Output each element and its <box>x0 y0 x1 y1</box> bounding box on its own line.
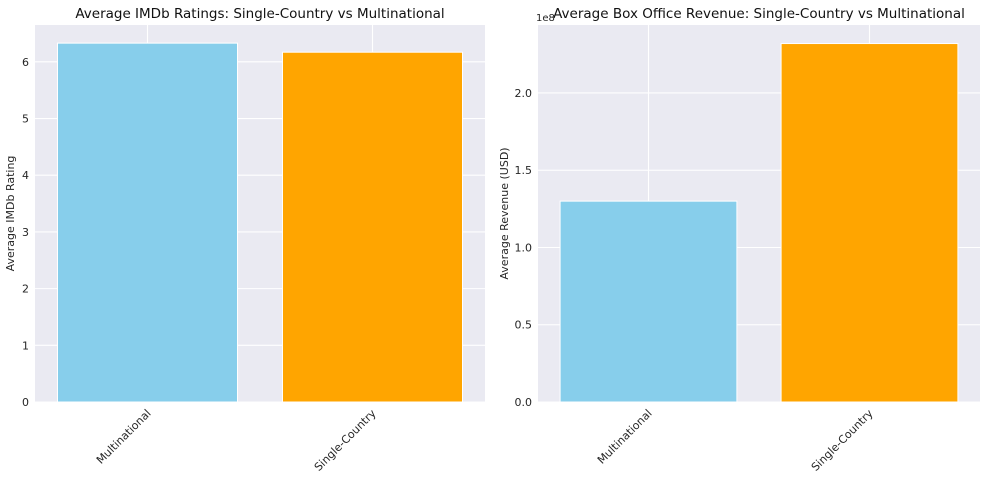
revenue-bar-multinational <box>559 200 738 403</box>
revenue-xtick-label: Single-Country <box>809 407 876 474</box>
revenue-ytick-label: 1.5 <box>515 164 533 177</box>
revenue-ytick-label: 0.0 <box>515 396 533 409</box>
revenue-ytick-label: 2.0 <box>515 87 533 100</box>
revenue-bar-single-country <box>780 43 959 403</box>
imdb-y-axis-title: Average IMDb Rating <box>4 156 17 272</box>
revenue-ytick-label: 0.5 <box>515 319 533 332</box>
imdb-ytick-label: 5 <box>22 113 29 126</box>
revenue-xtick-label: Multinational <box>595 407 655 467</box>
imdb-xtick-label: Single-Country <box>312 407 379 474</box>
imdb-bar-multinational <box>57 42 238 403</box>
imdb-bar-single-country <box>282 51 463 403</box>
imdb-chart-title: Average IMDb Ratings: Single-Country vs … <box>75 6 444 22</box>
revenue-axis-offset-label: 1e8 <box>536 13 555 24</box>
imdb-ytick-label: 4 <box>22 169 29 182</box>
revenue-ytick-label: 1.0 <box>515 241 533 254</box>
imdb-ytick-label: 1 <box>22 339 29 352</box>
imdb-ytick-label: 0 <box>22 396 29 409</box>
imdb-xtick-label: Multinational <box>94 407 154 467</box>
revenue-y-axis-title: Average Revenue (USD) <box>498 147 511 279</box>
revenue-chart-title: Average Box Office Revenue: Single-Count… <box>553 6 965 22</box>
imdb-ytick-label: 6 <box>22 56 29 69</box>
imdb-ytick-label: 2 <box>22 283 29 296</box>
imdb-ytick-label: 3 <box>22 226 29 239</box>
